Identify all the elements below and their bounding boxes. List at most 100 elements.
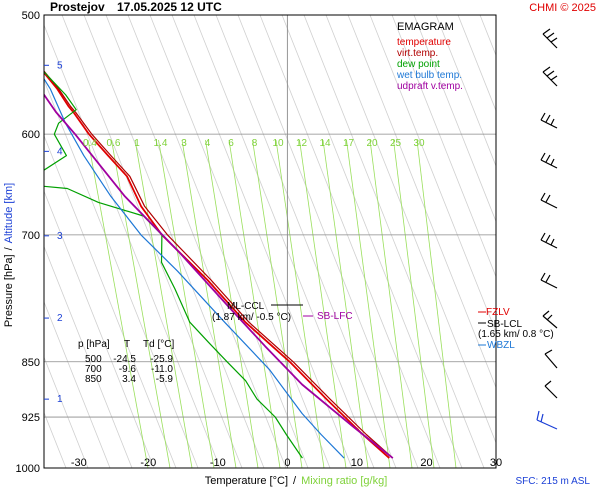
altitude-label: 2 <box>57 313 63 324</box>
table-cell: 850 <box>85 374 102 385</box>
mlccl-value: (1.87 km/ -0.5 °C) <box>212 312 291 323</box>
mixing-ratio-line <box>275 139 325 468</box>
table-cell: 700 <box>85 364 102 375</box>
mixing-ratio-line <box>322 139 369 468</box>
table-cell: 3.4 <box>122 374 136 385</box>
y-label-sep: / <box>3 246 15 250</box>
y-label-altitude: Altitude [km] <box>3 183 15 244</box>
background-grid <box>44 15 496 468</box>
mixing-ratio-line <box>346 139 391 468</box>
wind-barb-icon <box>540 112 558 129</box>
sfc-note: SFC: 215 m ASL <box>516 476 591 487</box>
series-line-virttemp <box>44 70 394 459</box>
y-tick-label: 700 <box>22 230 40 242</box>
mixing-ratio-label: 30 <box>413 138 425 149</box>
x-label-temp: Temperature [°C] <box>205 475 288 487</box>
wind-barb-icon <box>544 349 558 369</box>
table-cell: 500 <box>85 354 102 365</box>
grid-diagonal <box>193 15 375 468</box>
y-tick-label: 600 <box>22 129 40 141</box>
station-name: Prostejov <box>50 0 105 14</box>
wind-barb-icon <box>540 272 558 289</box>
y-label-pressure: Pressure [hPa] <box>3 254 15 327</box>
mixing-ratio-label: 6 <box>228 138 234 149</box>
table-cell: -11.0 <box>151 364 173 375</box>
mixing-ratio-label: 0.6 <box>107 138 121 149</box>
level-annotations: ML-CCL (1.87 km/ -0.5 °C) SB-LFC FZLV SB… <box>212 301 554 351</box>
wind-barb-icon <box>540 192 558 209</box>
y-tick-label: 500 <box>22 10 40 22</box>
legend-updraft: udpraft v.temp. <box>397 81 463 92</box>
x-tick-label: -10 <box>210 457 226 469</box>
mixing-ratio-labels: 0.4 0.6 1 1.4 3 4 6 8 10 12 14 17 20 25 30 <box>83 138 425 149</box>
grid-diagonal <box>237 15 419 468</box>
mixing-ratio-label: 3 <box>181 138 187 149</box>
grid-diagonal <box>369 15 496 334</box>
wind-barbs <box>536 28 558 430</box>
series-line-wetbulbtemp <box>44 77 345 459</box>
mixing-ratio-line <box>416 139 457 468</box>
altitude-label: 3 <box>57 231 63 242</box>
series-layer <box>44 70 394 459</box>
datetime-label: 17.05.2025 12 UTC <box>117 0 222 14</box>
x-axis-title: Temperature [°C] / Mixing ratio [g/kg] <box>205 475 388 487</box>
mixing-ratio-label: 14 <box>319 138 331 149</box>
mixing-ratio-label: 17 <box>343 138 355 149</box>
x-label-mixing: Mixing ratio [g/kg] <box>301 475 387 487</box>
x-tick-label: 10 <box>351 457 363 469</box>
wind-barb-icon <box>544 380 558 399</box>
grid-diagonal <box>435 15 496 168</box>
mixing-ratio-line <box>87 139 149 468</box>
x-tick-label: 20 <box>420 457 432 469</box>
table-cell: -24.5 <box>113 354 136 365</box>
legend-title: EMAGRAM <box>397 21 454 33</box>
mixing-ratio-line <box>111 139 171 468</box>
grid-diagonal <box>105 15 287 468</box>
grid-diagonal <box>347 15 496 389</box>
table-cell: -5.9 <box>156 374 174 385</box>
table-header-t: T <box>124 339 130 350</box>
grid-diagonal <box>281 15 463 468</box>
x-tick-label: 30 <box>490 457 502 469</box>
mixing-ratio-line <box>369 139 413 468</box>
wbzl-label: WBZL <box>487 340 515 351</box>
altitude-label: 4 <box>57 146 63 157</box>
mixing-ratio-label: 20 <box>366 138 378 149</box>
legend-virt-temp: virt.temp. <box>397 48 438 59</box>
grid-diagonal <box>149 15 331 468</box>
x-label-sep: / <box>293 475 297 487</box>
mixing-ratio-label: 1 <box>134 138 140 149</box>
grid-diagonal <box>259 15 441 468</box>
mixing-ratio-label: 10 <box>272 138 284 149</box>
altitude-labels: 1 2 3 4 5 <box>44 60 63 405</box>
y-tick-label: 925 <box>22 412 40 424</box>
table-header-p: p [hPa] <box>78 339 110 350</box>
mixing-ratio-label: 0.4 <box>83 138 97 149</box>
mlccl-label: ML-CCL <box>227 301 265 312</box>
grid-diagonal <box>171 15 353 468</box>
altitude-label: 5 <box>57 60 63 71</box>
wind-barb-icon <box>540 232 558 249</box>
grid-diagonal <box>61 15 243 468</box>
sblcl-label: SB-LCL <box>487 319 522 330</box>
grid-diagonal <box>44 356 89 468</box>
grid-diagonal <box>44 134 177 468</box>
grid-diagonal <box>215 15 397 468</box>
grid-diagonal <box>413 15 496 223</box>
series-line-temperature <box>44 71 390 459</box>
credit-label: CHMI © 2025 <box>529 2 596 14</box>
fzlv-label: FZLV <box>486 307 510 318</box>
y-tick-label: 850 <box>22 357 40 369</box>
mixing-ratio-label: 12 <box>296 138 308 149</box>
plot-frame <box>43 14 497 469</box>
wind-barb-icon <box>542 28 558 49</box>
sblfc-label: SB-LFC <box>317 311 353 322</box>
wind-barb-icon <box>542 66 558 87</box>
grid-diagonal <box>303 15 485 468</box>
mixing-ratio-label: 4 <box>205 138 211 149</box>
grid-diagonal <box>127 15 309 468</box>
mixing-ratio-label: 1.4 <box>154 138 168 149</box>
legend-dew-point: dew point <box>397 59 440 70</box>
grid-diagonal <box>44 245 133 468</box>
